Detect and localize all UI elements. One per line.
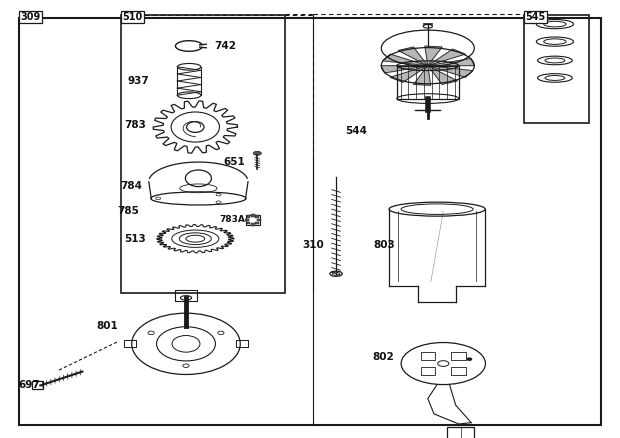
Bar (257, 219, 261, 221)
Text: 513: 513 (124, 234, 146, 244)
Bar (124, 340, 136, 347)
Bar (175, 290, 197, 301)
Text: 510: 510 (122, 12, 143, 22)
Polygon shape (390, 66, 428, 82)
Bar (397, 66, 459, 99)
Polygon shape (428, 66, 458, 85)
Text: 785: 785 (118, 206, 140, 216)
Bar (247, 215, 250, 218)
Text: 310: 310 (302, 240, 324, 250)
Polygon shape (398, 47, 428, 66)
Polygon shape (414, 66, 431, 85)
Bar (255, 215, 259, 218)
Bar (447, 427, 474, 438)
Polygon shape (428, 66, 473, 77)
Text: 651: 651 (223, 157, 245, 167)
Text: 545: 545 (525, 12, 546, 22)
Polygon shape (428, 58, 474, 66)
Bar (121, 15, 285, 293)
Text: 742: 742 (214, 41, 236, 51)
Bar (251, 223, 255, 226)
Bar (247, 222, 250, 224)
Polygon shape (425, 46, 442, 66)
Ellipse shape (467, 358, 472, 360)
Text: 937: 937 (127, 76, 149, 86)
Bar (251, 214, 255, 217)
Bar (420, 367, 435, 375)
Text: 697: 697 (19, 381, 40, 390)
Bar (451, 367, 466, 375)
Text: 309: 309 (20, 12, 41, 22)
Text: 783A: 783A (219, 215, 245, 224)
Text: 802: 802 (372, 352, 394, 362)
Bar (32, 381, 43, 389)
Polygon shape (383, 54, 428, 66)
Bar (451, 352, 466, 360)
Ellipse shape (254, 152, 262, 155)
Text: 544: 544 (346, 127, 368, 136)
Text: 803: 803 (374, 240, 396, 250)
Text: 801: 801 (96, 321, 118, 331)
Bar (524, 15, 589, 123)
Text: 784: 784 (121, 181, 143, 191)
Polygon shape (428, 49, 466, 66)
Bar (420, 352, 435, 360)
Polygon shape (381, 66, 428, 73)
Bar (236, 340, 248, 347)
Bar (245, 219, 249, 221)
Text: 783: 783 (124, 120, 146, 130)
Ellipse shape (180, 296, 192, 300)
Bar (246, 215, 260, 225)
Bar (255, 222, 259, 224)
